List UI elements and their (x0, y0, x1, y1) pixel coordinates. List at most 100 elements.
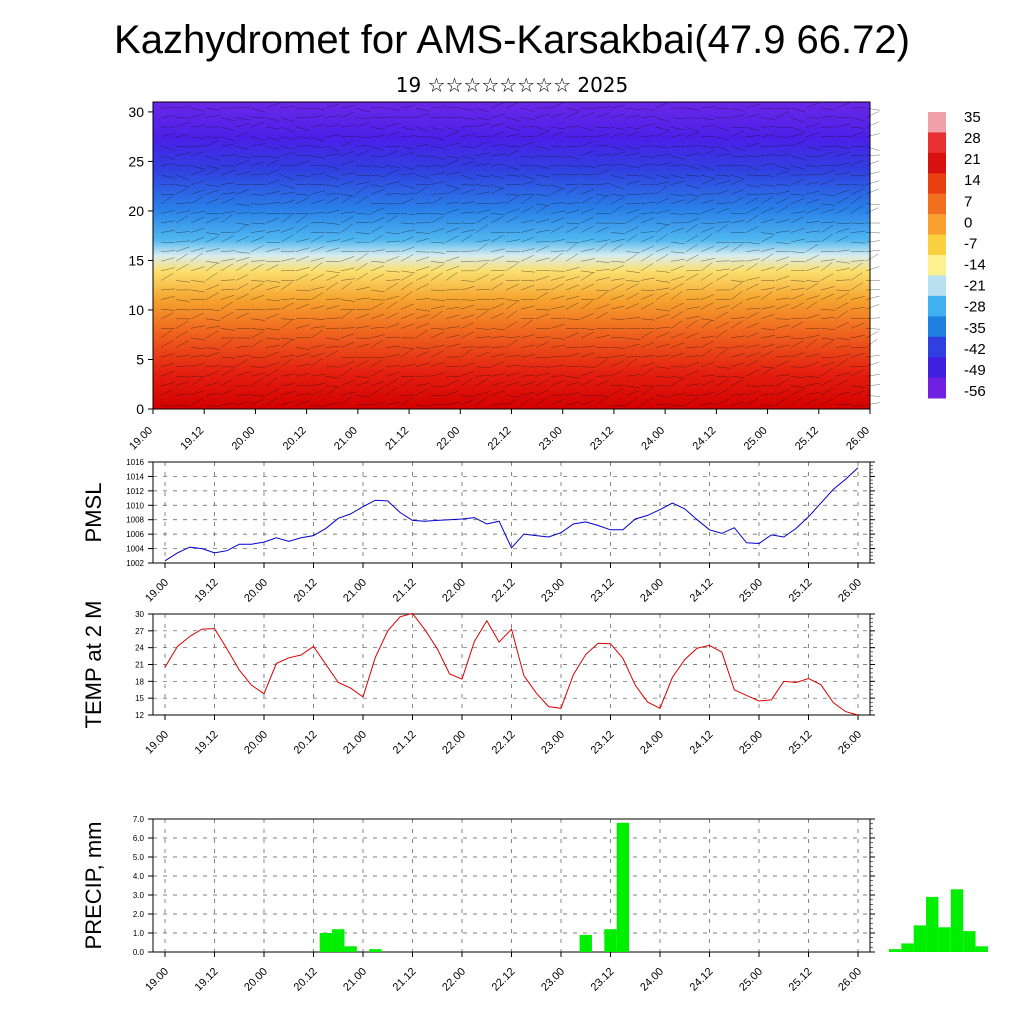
wind-barb (865, 188, 879, 195)
wind-barb (805, 376, 820, 378)
wind-barb (430, 197, 444, 205)
wind-barb (265, 136, 280, 142)
wind-barb (550, 187, 564, 195)
wind-barb (445, 131, 460, 137)
wind-barb (235, 171, 250, 176)
wind-barb (250, 372, 265, 377)
wind-barb (160, 257, 175, 262)
wind-barb (415, 383, 430, 387)
wind-barb (310, 172, 325, 176)
wind-barb (205, 114, 220, 118)
wind-barb (865, 121, 880, 128)
wind-barb (385, 323, 400, 329)
wind-barb (835, 172, 850, 176)
wind-barb (400, 193, 415, 195)
ytick-label: 1004 (126, 545, 144, 554)
wind-barb (625, 253, 638, 262)
wind-barb (475, 396, 488, 406)
wind-barb (835, 358, 848, 367)
wind-barb (730, 174, 745, 180)
colorbar-label: 28 (964, 130, 981, 147)
wind-barb (790, 179, 805, 185)
wind-barb (295, 267, 310, 272)
xtick-label: 19.12 (193, 966, 221, 994)
ytick-label: 2.0 (133, 910, 145, 919)
wind-barb (490, 381, 505, 387)
wind-barb (205, 232, 220, 235)
wind-barb (475, 224, 488, 233)
wind-barb (655, 280, 670, 283)
wind-barb (160, 362, 175, 367)
wind-barb (310, 136, 325, 142)
wind-barb (535, 155, 550, 158)
wind-barb (400, 394, 415, 396)
wind-barb (190, 236, 205, 243)
wind-barb (205, 308, 220, 311)
wind-barb (340, 308, 355, 311)
wind-barb (805, 254, 819, 262)
wind-barb (670, 251, 685, 254)
wind-barb (610, 336, 625, 339)
xtick-label: 26.00 (836, 966, 864, 994)
wind-barb (190, 136, 205, 139)
wind-barb (655, 376, 670, 378)
wind-barb (370, 249, 385, 252)
wind-barb (355, 313, 370, 320)
wind-barb (550, 155, 565, 158)
wind-barb (805, 208, 820, 214)
wind-barb (505, 310, 518, 319)
wind-barb (805, 132, 820, 137)
wind-barb (295, 214, 308, 224)
wind-barb (160, 174, 175, 179)
wind-barb (625, 215, 639, 224)
wind-barb (430, 310, 443, 319)
wind-barb (160, 267, 175, 272)
wind-barb (280, 117, 295, 123)
xtick-label: 24.00 (638, 966, 666, 994)
wind-barb (760, 247, 775, 252)
wind-barb (415, 347, 430, 350)
wind-barb (595, 133, 610, 137)
wind-barb (835, 267, 850, 272)
wind-barb (175, 308, 190, 311)
wind-barb (625, 358, 638, 367)
wind-barb (715, 136, 730, 141)
wind-barb (775, 374, 790, 377)
wind-barb (190, 289, 205, 293)
wind-barb (790, 287, 805, 291)
wind-barb (265, 377, 278, 387)
wind-barb (775, 297, 790, 300)
cs-xtick-label: 22.12 (486, 425, 514, 453)
panel-frame (152, 818, 871, 953)
wind-barb (835, 123, 850, 128)
wind-barb (430, 299, 445, 301)
wind-barb (175, 404, 190, 407)
wind-barb (460, 314, 475, 320)
wind-barb (190, 266, 205, 272)
wind-barb (325, 165, 340, 170)
wind-barb (160, 404, 175, 407)
wind-barb (430, 146, 445, 149)
wind-barb (460, 280, 475, 282)
wind-barb (385, 279, 400, 281)
wind-barb (670, 258, 685, 262)
wind-barb (820, 135, 835, 137)
wind-barb (700, 282, 713, 291)
wind-barb (235, 159, 250, 166)
wind-barb (325, 270, 340, 274)
wind-barb (580, 300, 593, 310)
wind-barb (640, 174, 655, 180)
precip-bar (963, 931, 976, 952)
wind-barb (520, 117, 535, 120)
wind-barb (535, 184, 550, 187)
wind-barb (865, 328, 880, 330)
wind-barb (265, 117, 280, 122)
wind-barb (430, 361, 445, 367)
colorbar-label: -56 (964, 383, 986, 400)
wind-barb (565, 226, 579, 233)
wind-barb (685, 145, 700, 147)
wind-barb (775, 318, 790, 320)
wind-barb (550, 250, 565, 252)
wind-barb (385, 345, 400, 348)
